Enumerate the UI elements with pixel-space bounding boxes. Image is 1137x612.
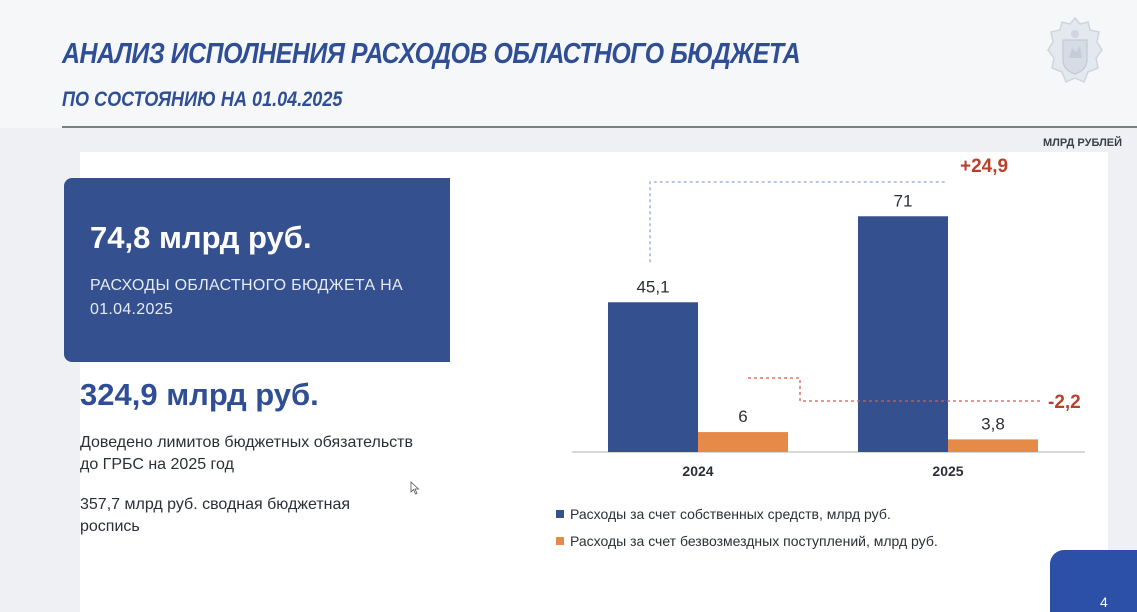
data-label-2025-series-0: 71 [894, 191, 913, 210]
legend-label-grants: Расходы за счет безвозмездных поступлени… [570, 533, 938, 549]
total-expenses-description: РАСХОДЫ ОБЛАСТНОГО БЮДЖЕТА НА 01.04.2025 [90, 277, 404, 318]
delta-label-own-funds: +24,9 [960, 156, 1008, 177]
data-label-2024-series-1: 6 [738, 407, 747, 426]
legend-swatch-grants [556, 537, 564, 545]
mouse-cursor-icon [410, 481, 420, 495]
page-number: 4 [1100, 594, 1108, 610]
total-expenses-card [64, 178, 450, 362]
legend-label-own-funds: Расходы за счет собственных средств, млр… [570, 506, 891, 522]
data-label-2024-series-0: 45,1 [636, 277, 669, 296]
coat-of-arms-icon [1047, 16, 1103, 84]
x-tick-label-2024: 2024 [682, 463, 713, 479]
bar-2024-series-0 [608, 302, 698, 452]
page-corner-badge [1050, 550, 1137, 612]
legend-item-own-funds: Расходы за счет собственных средств, млр… [556, 505, 891, 523]
x-tick-label-2025: 2025 [932, 463, 963, 479]
bar-2024-series-1 [698, 432, 788, 452]
data-label-2025-series-1: 3,8 [981, 414, 1005, 433]
limits-description: Доведено лимитов бюджетных обязательств … [80, 434, 413, 473]
page-subtitle: ПО СОСТОЯНИЮ НА 01.04.2025 [62, 88, 343, 111]
header-background [0, 0, 1137, 128]
delta-connector-grants [748, 377, 1040, 402]
delta-connector-own-funds [649, 181, 946, 263]
units-label: МЛРД РУБЛЕЙ [1043, 137, 1123, 149]
page-title: АНАЛИЗ ИСПОЛНЕНИЯ РАСХОДОВ ОБЛАСТНОГО БЮ… [62, 38, 801, 70]
total-expenses-value: 74,8 млрд руб. [90, 220, 312, 255]
bar-2025-series-0 [858, 216, 948, 452]
delta-label-grants: -2,2 [1048, 392, 1081, 413]
consolidated-budget-note: 357,7 млрд руб. сводная бюджетная роспис… [80, 496, 351, 535]
limits-value: 324,9 млрд руб. [80, 377, 319, 412]
bar-2025-series-1 [948, 439, 1038, 452]
header-divider [62, 126, 1137, 128]
legend-item-grants: Расходы за счет безвозмездных поступлени… [556, 532, 938, 550]
legend-swatch-own-funds [556, 510, 564, 518]
